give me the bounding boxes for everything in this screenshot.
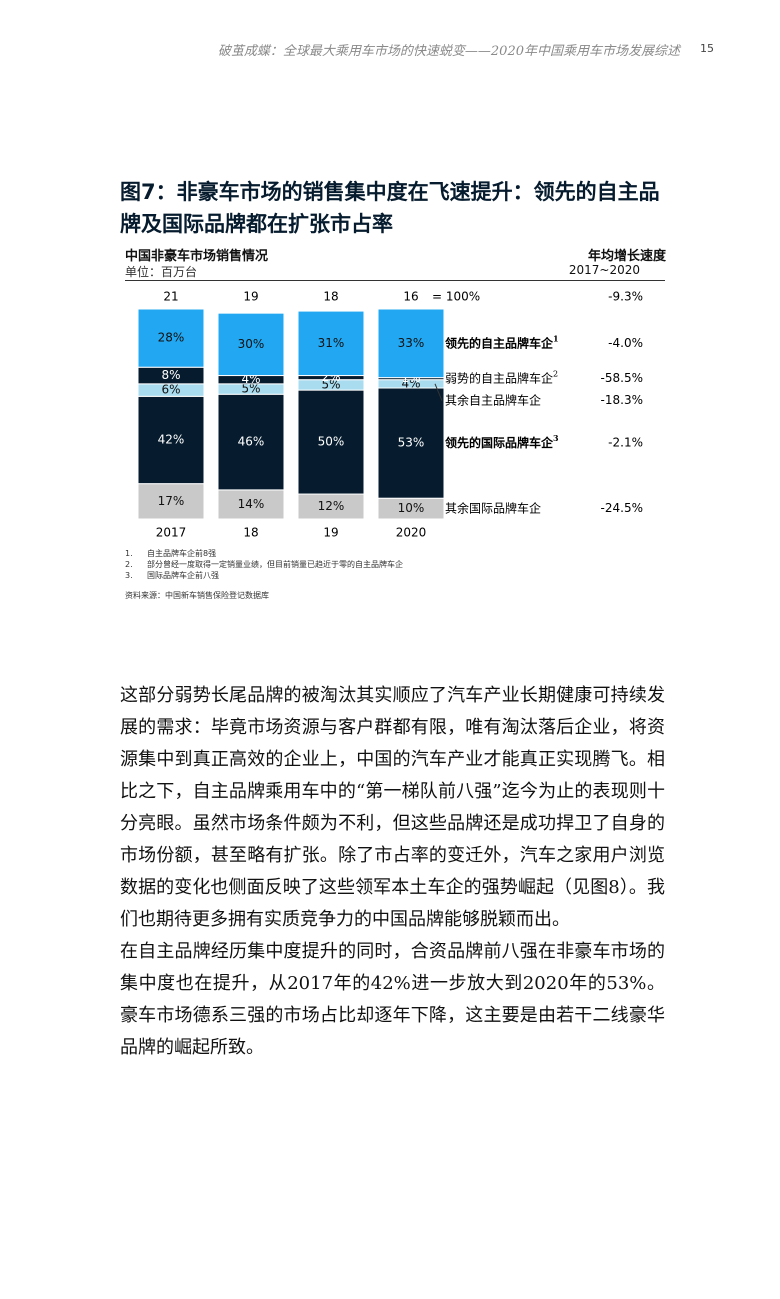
- legend-label: 其余自主品牌车企: [445, 392, 541, 407]
- bar-segment: [217, 312, 285, 377]
- segment-label: 14%: [238, 497, 265, 511]
- paragraph: 这部分弱势长尾品牌的被淘汰其实顺应了汽车产业长期健康可持续发展的需求：毕竟市场资…: [120, 685, 665, 930]
- segment-label: 46%: [238, 435, 265, 449]
- total-growth: -9.3%: [608, 290, 643, 304]
- legend-label: 弱势的自主品牌车企2: [445, 370, 558, 386]
- source: 资料来源：中国新车销售保险登记数据库: [125, 591, 269, 600]
- segment-label: 33%: [398, 336, 425, 350]
- legend-label: 领先的自主品牌车企1: [445, 333, 559, 350]
- legend-name: 领先的自主品牌车企: [445, 335, 554, 350]
- segment-label: 42%: [158, 432, 185, 446]
- segment-label: 28%: [158, 331, 185, 345]
- legend-name: 领先的国际品牌车企: [445, 435, 554, 450]
- running-title: 破茧成蝶：全球最大乘用车市场的快速蜕变——2020年中国乘用车市场发展综述: [217, 44, 680, 59]
- growth-value: -2.1%: [608, 436, 643, 450]
- leader-line: [434, 383, 443, 401]
- x-tick-label: 2020: [396, 526, 427, 540]
- growth-title: 年均增长速度: [587, 249, 666, 264]
- segment-label: 5%: [321, 377, 340, 391]
- segment-label: 6%: [161, 383, 180, 397]
- footnote-num: 1.: [125, 549, 133, 558]
- bar-segment: [137, 483, 205, 520]
- segment-label: 12%: [318, 499, 345, 513]
- legend-label: 其余国际品牌车企: [445, 500, 541, 515]
- segment-label: 53%: [398, 436, 425, 450]
- growth-value: -18.3%: [601, 393, 643, 407]
- bar-segment: [377, 308, 445, 379]
- footnote-num: 3.: [125, 571, 133, 580]
- growth-value: -24.5%: [601, 501, 643, 515]
- segment-label: 30%: [238, 337, 265, 351]
- total-label: 18: [323, 290, 338, 304]
- footnote: 1. 自主品牌车企前8强: [125, 548, 403, 559]
- legend-footnote: 2: [553, 370, 558, 379]
- segment-label: 8%: [161, 368, 180, 382]
- footnote-text: 国际品牌车企前八强: [147, 571, 219, 580]
- legend-label: 领先的国际品牌车企3: [445, 433, 559, 450]
- header-rule: [125, 280, 665, 281]
- x-tick-label: 19: [323, 526, 338, 540]
- footnote: 2. 部分曾经一度取得一定销量业绩，但目前销量已趋近于零的自主品牌车企: [125, 559, 403, 570]
- footnote: 3. 国际品牌车企前八强: [125, 570, 403, 581]
- growth-value: -58.5%: [601, 371, 643, 385]
- bar-segment: [217, 393, 285, 491]
- legend-name: 其余国际品牌车企: [445, 500, 541, 515]
- bar-segment: [377, 387, 445, 499]
- footnote-num: 2.: [125, 560, 133, 569]
- page-number: 15: [700, 42, 714, 55]
- footnote-text: 自主品牌车企前8强: [147, 549, 217, 558]
- bar-segment: [217, 489, 285, 520]
- segment-label: 17%: [158, 494, 185, 508]
- paragraph: 在自主品牌经历集中度提升的同时，合资品牌前八强在非豪车市场的集中度也在提升，从2…: [120, 941, 665, 1058]
- chart: 21201717%42%6%8%28%191814%46%5%4%30%1819…: [137, 290, 643, 540]
- footnotes: 1. 自主品牌车企前8强 2. 部分曾经一度取得一定销量业绩，但目前销量已趋近于零的自…: [125, 548, 403, 581]
- segment-label: 5%: [241, 382, 260, 396]
- segment-label: 10%: [398, 501, 425, 515]
- x-tick-label: 2017: [156, 526, 187, 540]
- unit-label: 单位：百万台: [125, 265, 198, 279]
- legend-name: 弱势的自主品牌车企: [445, 370, 553, 385]
- segment-label: 50%: [318, 435, 345, 449]
- total-label: 16: [403, 290, 418, 304]
- bar-segment: [297, 389, 365, 495]
- total-label: 21: [163, 290, 178, 304]
- segment-label: 31%: [318, 336, 345, 350]
- legend-footnote: 3: [553, 433, 559, 443]
- bar-segment: [137, 308, 205, 368]
- figure-title: 图7：非豪车市场的销售集中度在飞速提升：领先的自主品牌及国际品牌都在扩张市占率: [120, 180, 660, 236]
- growth-period: 2017~2020: [568, 263, 640, 277]
- footnote-text: 部分曾经一度取得一定销量业绩，但目前销量已趋近于零的自主品牌车企: [147, 560, 403, 569]
- legend-footnote: 1: [553, 333, 559, 343]
- bar-segment: [297, 310, 365, 377]
- totals-label: = 100%: [432, 290, 480, 304]
- chart-subtitle: 中国非豪车市场销售情况: [125, 249, 269, 264]
- legend-name: 其余自主品牌车企: [445, 392, 541, 407]
- growth-value: -4.0%: [608, 336, 643, 350]
- total-label: 19: [243, 290, 258, 304]
- bar-segment: [137, 395, 205, 485]
- x-tick-label: 18: [243, 526, 258, 540]
